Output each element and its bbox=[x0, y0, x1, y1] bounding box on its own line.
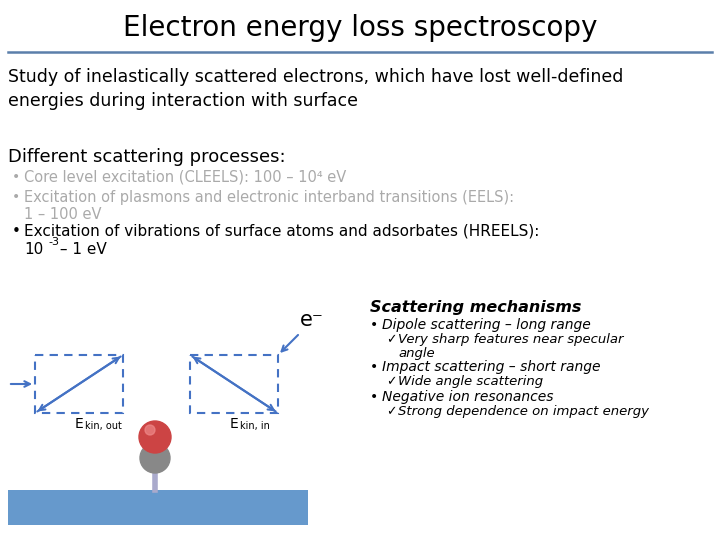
Text: •: • bbox=[370, 360, 378, 374]
Circle shape bbox=[145, 425, 155, 435]
Text: Impact scattering – short range: Impact scattering – short range bbox=[382, 360, 600, 374]
Text: -3: -3 bbox=[48, 237, 59, 247]
Circle shape bbox=[139, 421, 171, 453]
Text: e⁻: e⁻ bbox=[300, 310, 324, 330]
Text: ✓: ✓ bbox=[386, 375, 397, 388]
Text: •: • bbox=[370, 390, 378, 404]
Text: kin, out: kin, out bbox=[85, 421, 122, 431]
Text: Very sharp features near specular: Very sharp features near specular bbox=[398, 333, 624, 346]
Text: Core level excitation (CLEELS): 100 – 10⁴ eV: Core level excitation (CLEELS): 100 – 10… bbox=[24, 170, 346, 185]
Text: 10: 10 bbox=[24, 242, 43, 257]
Text: Excitation of plasmons and electronic interband transitions (EELS):: Excitation of plasmons and electronic in… bbox=[24, 190, 514, 205]
Text: Scattering mechanisms: Scattering mechanisms bbox=[370, 300, 581, 315]
Text: •: • bbox=[370, 318, 378, 332]
Text: angle: angle bbox=[398, 347, 435, 360]
Circle shape bbox=[140, 443, 170, 473]
Text: ✓: ✓ bbox=[386, 405, 397, 418]
Text: Electron energy loss spectroscopy: Electron energy loss spectroscopy bbox=[123, 14, 597, 42]
Text: Strong dependence on impact energy: Strong dependence on impact energy bbox=[398, 405, 649, 418]
Text: •: • bbox=[12, 190, 20, 204]
Text: •: • bbox=[12, 170, 20, 184]
Text: Study of inelastically scattered electrons, which have lost well-defined
energie: Study of inelastically scattered electro… bbox=[8, 68, 624, 110]
Text: Negative ion resonances: Negative ion resonances bbox=[382, 390, 554, 404]
Text: 1 – 100 eV: 1 – 100 eV bbox=[24, 207, 102, 222]
Text: – 1 eV: – 1 eV bbox=[55, 242, 107, 257]
Text: •: • bbox=[12, 224, 21, 239]
Text: Excitation of vibrations of surface atoms and adsorbates (HREELS):: Excitation of vibrations of surface atom… bbox=[24, 224, 539, 239]
Text: E: E bbox=[230, 417, 238, 431]
Text: Dipole scattering – long range: Dipole scattering – long range bbox=[382, 318, 590, 332]
Text: kin, in: kin, in bbox=[240, 421, 270, 431]
Text: Different scattering processes:: Different scattering processes: bbox=[8, 148, 286, 166]
Text: E: E bbox=[75, 417, 84, 431]
Text: Wide angle scattering: Wide angle scattering bbox=[398, 375, 543, 388]
Bar bbox=[8, 490, 308, 525]
Text: ✓: ✓ bbox=[386, 333, 397, 346]
